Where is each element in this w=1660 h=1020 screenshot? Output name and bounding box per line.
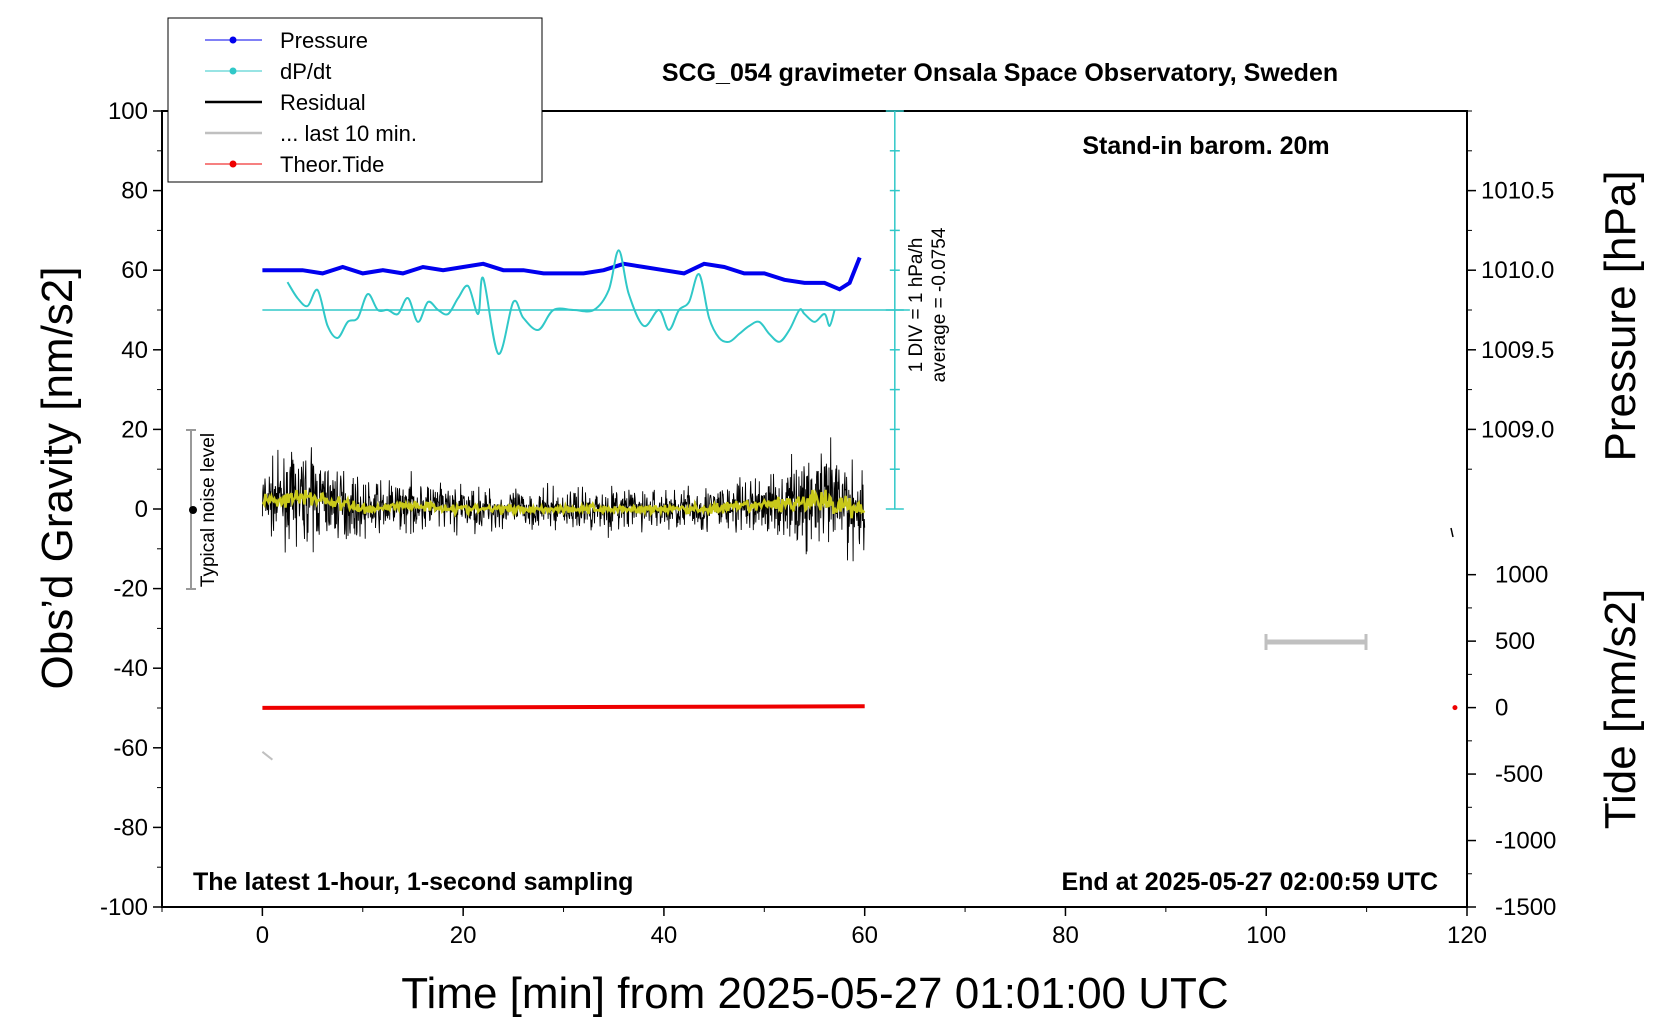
pressure-tick-label: 1009.5 [1481, 337, 1554, 364]
x-tick-label: 120 [1447, 922, 1487, 949]
legend-label: dP/dt [280, 59, 331, 84]
tide-right-dot [1452, 705, 1458, 711]
y-axis-label: Obs’d Gravity [nm/s2] [33, 266, 82, 689]
sampling-note: The latest 1-hour, 1-second sampling [193, 868, 633, 896]
ticks-layer: 0 20 40 60 80 100 120 100 80 60 40 20 0 -20 -40 -60 -80 -… [100, 98, 1556, 949]
y-tick-label: 80 [121, 178, 148, 205]
legend-item: Residual [205, 90, 366, 115]
y-tick-label: -20 [113, 576, 148, 603]
dpdt-div-scale [885, 110, 904, 510]
pressure-tick-label: 1010.0 [1481, 257, 1554, 284]
legend-label: ... last 10 min. [280, 121, 417, 146]
x-tick-label: 40 [651, 922, 678, 949]
tide-tick-label: -500 [1495, 761, 1543, 788]
residual-noise [261, 437, 866, 562]
tide-series [262, 704, 865, 710]
end-time-note: End at 2025-05-27 02:00:59 UTC [1061, 868, 1438, 896]
tide-tick-label: 500 [1495, 628, 1535, 655]
y-tick-label: -60 [113, 735, 148, 762]
barometer-note: Stand-in barom. 20m [1082, 132, 1329, 160]
chart-title: SCG_054 gravimeter Onsala Space Observat… [662, 59, 1338, 87]
y-tick-label: -100 [100, 894, 148, 921]
pressure-series [262, 256, 862, 292]
right-mark [1450, 527, 1454, 538]
y-tick-label: 0 [135, 496, 148, 523]
x-tick-label: 60 [851, 922, 878, 949]
legend-label: Pressure [280, 28, 368, 53]
y-tick-label: 100 [108, 98, 148, 125]
pressure-tick-label: 1009.0 [1481, 416, 1554, 443]
tide-axis-label: Tide [nm/s2] [1596, 589, 1645, 829]
legend: Pressure dP/dt Residual ... last 10 min. The… [167, 17, 543, 183]
y-tick-label: 40 [121, 337, 148, 364]
x-tick-label: 0 [256, 922, 269, 949]
ten-min-scale-bar [1264, 634, 1368, 650]
residual-series [261, 437, 866, 562]
legend-item: Theor.Tide [205, 152, 384, 177]
noise-level-bar [186, 429, 197, 590]
tide-tick-label: 1000 [1495, 562, 1548, 589]
noise-level-label: Typical noise level [198, 433, 219, 587]
y-tick-label: 20 [121, 416, 148, 443]
y-tick-label: -40 [113, 655, 148, 682]
x-tick-label: 80 [1052, 922, 1079, 949]
x-tick-label: 20 [450, 922, 477, 949]
y-tick-label: -80 [113, 814, 148, 841]
tide-tick-label: -1500 [1495, 894, 1556, 921]
tide-tick-label: 0 [1495, 695, 1508, 722]
y-tick-label: 60 [121, 257, 148, 284]
tide-tick-label: -1000 [1495, 828, 1556, 855]
legend-item: ... last 10 min. [205, 121, 417, 146]
pressure-axis-label: Pressure [hPa] [1596, 170, 1645, 461]
x-axis-label: Time [min] from 2025-05-27 01:01:00 UTC [401, 969, 1228, 1018]
legend-label: Residual [280, 90, 366, 115]
residual-smoothed [261, 488, 866, 519]
legend-item: dP/dt [205, 59, 331, 84]
legend-label: Theor.Tide [280, 152, 384, 177]
dpdt-series [286, 249, 836, 355]
div-label: 1 DIV = 1 hPa/h [906, 238, 927, 373]
last10-series [261, 751, 274, 761]
x-tick-label: 100 [1246, 922, 1286, 949]
average-label: average = -0.0754 [929, 227, 950, 382]
legend-item: Pressure [205, 28, 368, 53]
pressure-tick-label: 1010.5 [1481, 178, 1554, 205]
